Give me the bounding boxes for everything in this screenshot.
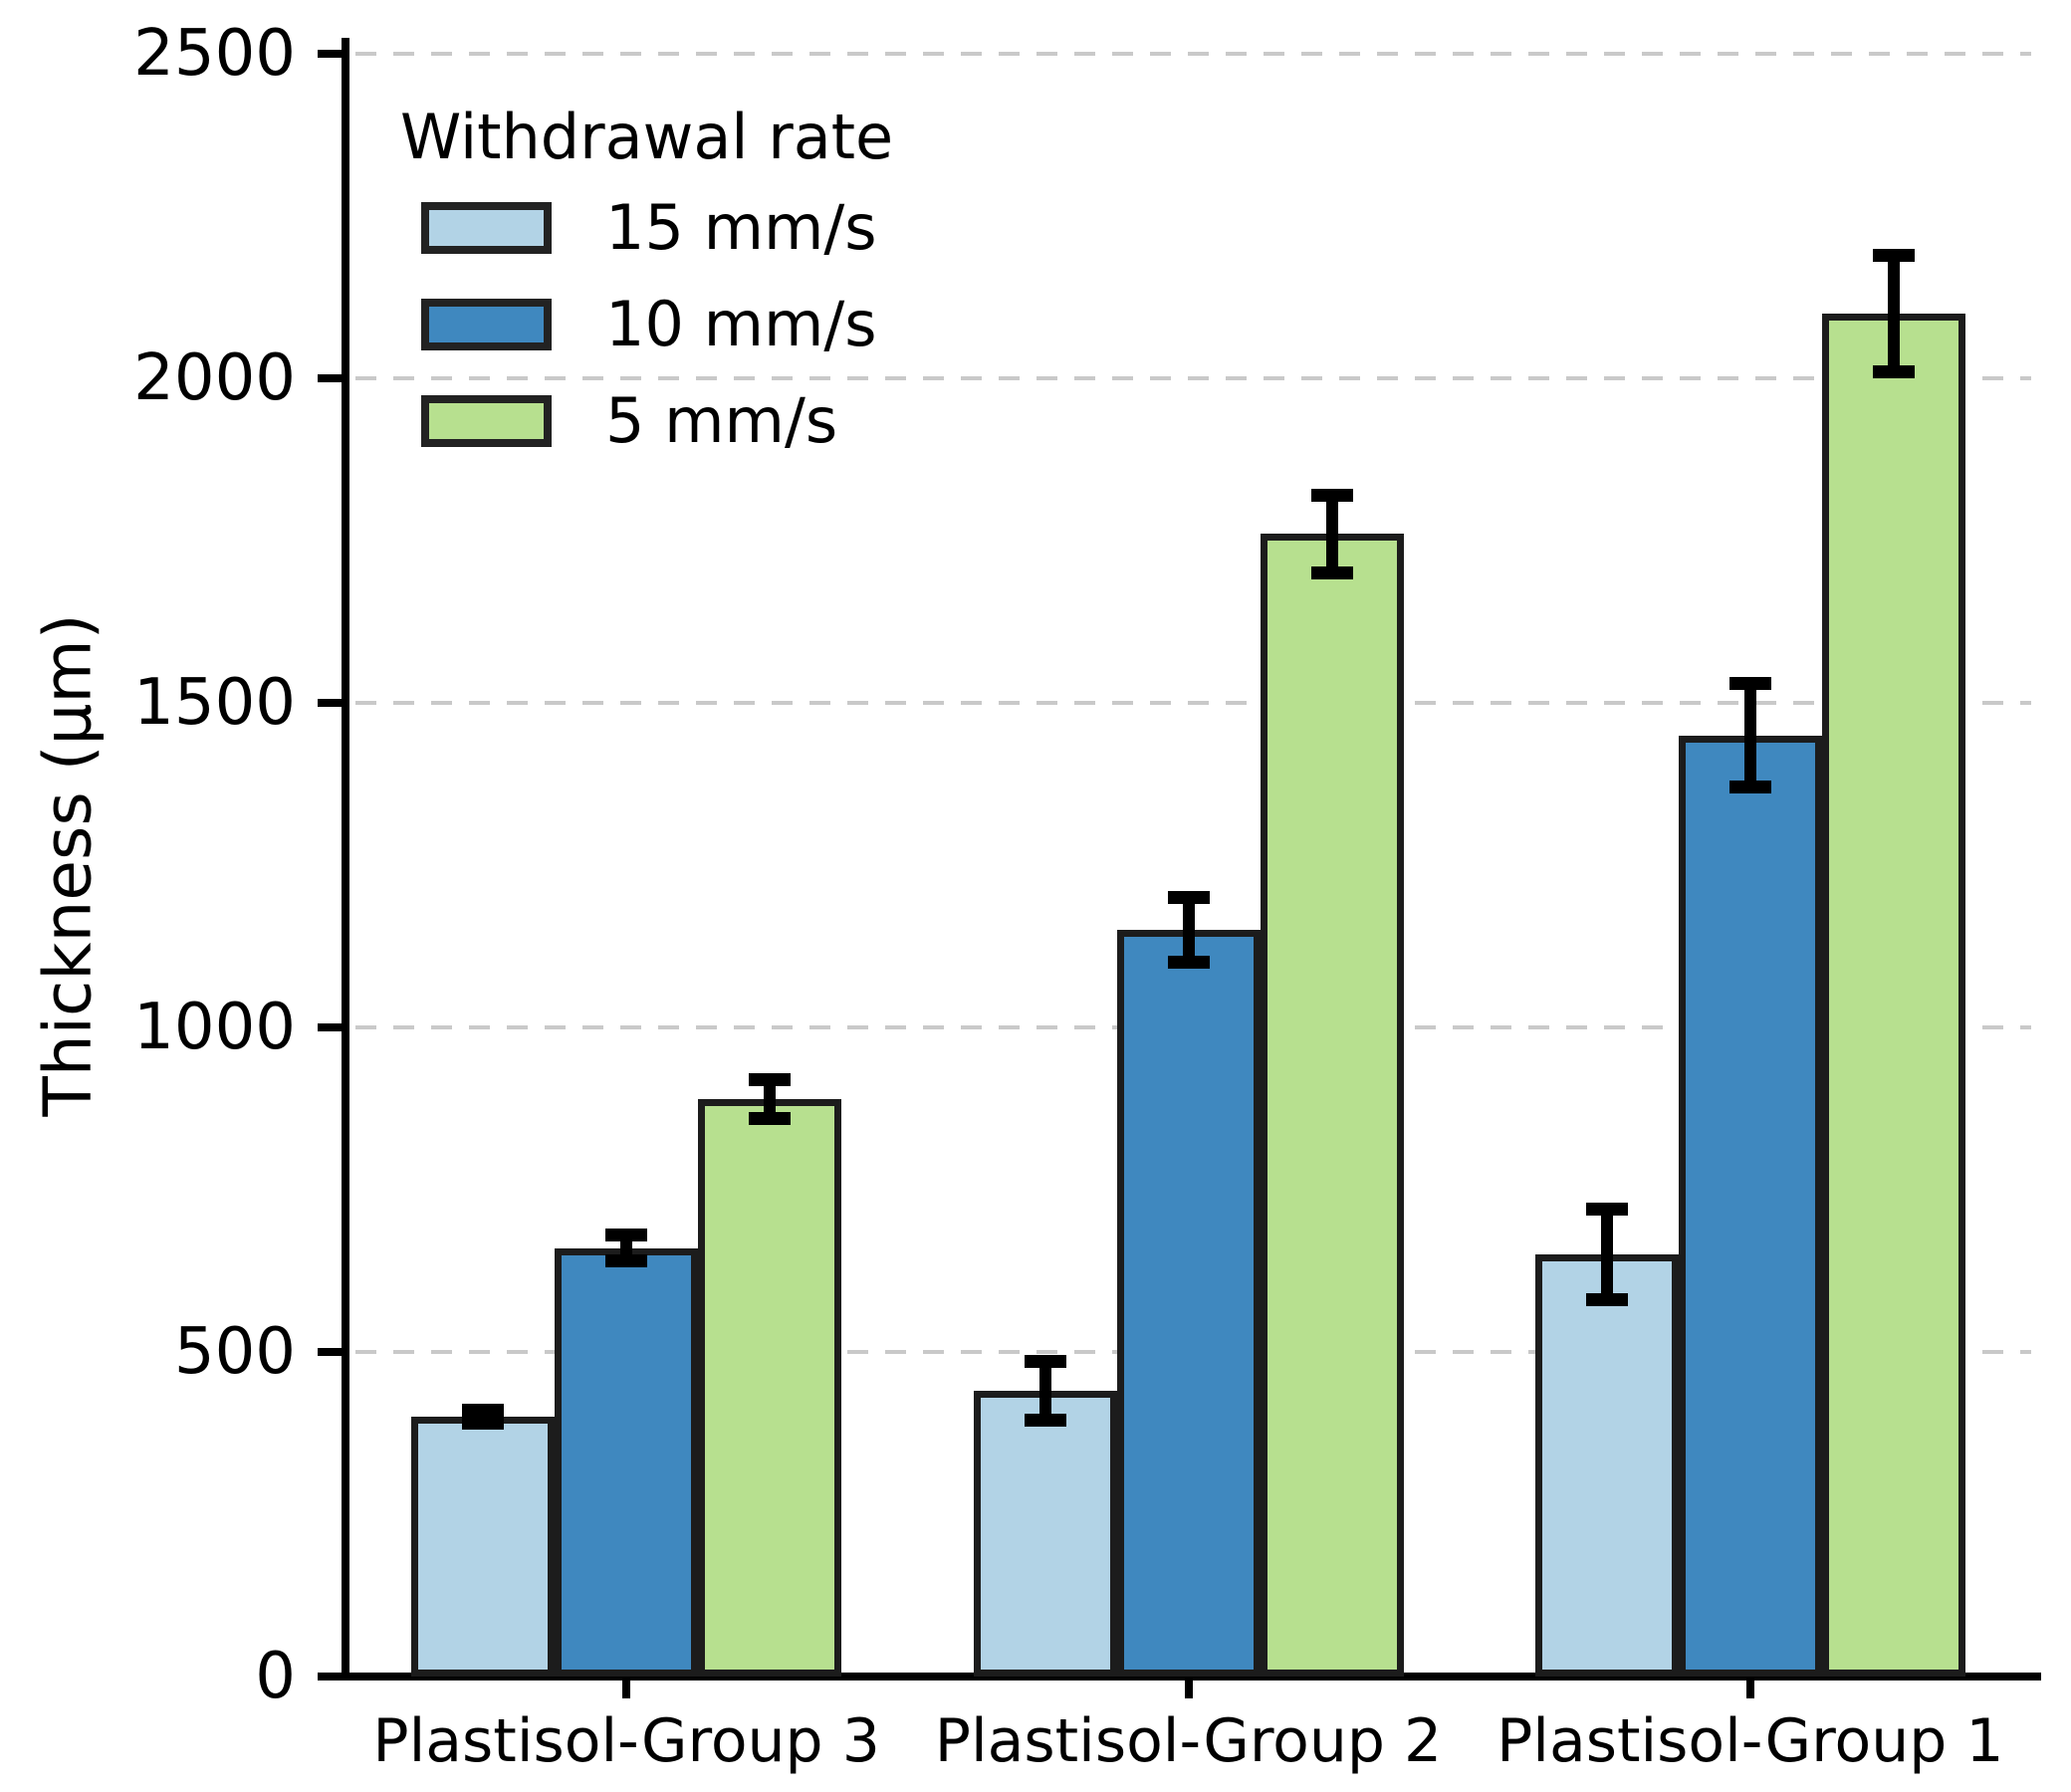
gridline-y-2000 xyxy=(355,376,2031,380)
error-bar-cap-bottom xyxy=(1167,956,1210,970)
error-bar-group2-15mms xyxy=(1024,1355,1066,1427)
y-tick-label-2500: 2500 xyxy=(133,17,296,91)
y-tick-label-1500: 1500 xyxy=(133,666,296,740)
plot-area: Withdrawal rate 15 mm/s 10 mm/s 5 mm/s 0… xyxy=(133,17,2041,1776)
x-tick-label-3: Plastisol-Group 1 xyxy=(1496,1706,2004,1776)
bar-group1-15mms xyxy=(1534,1254,1679,1677)
error-bar-line xyxy=(1182,891,1195,970)
error-bar-group2-5mms xyxy=(1310,488,1353,580)
legend-label-5mms: 5 mm/s xyxy=(605,384,838,457)
error-bar-line xyxy=(1038,1355,1051,1427)
x-tick-2 xyxy=(1184,1677,1193,1698)
y-tick-label-1000: 1000 xyxy=(133,991,296,1064)
y-tick-1500 xyxy=(318,699,342,707)
y-tick-2000 xyxy=(318,374,342,382)
y-tick-label-500: 500 xyxy=(173,1315,296,1389)
error-bar-line xyxy=(1887,248,1900,378)
y-tick-label-0: 0 xyxy=(255,1640,296,1713)
y-tick-0 xyxy=(318,1673,342,1680)
x-tick-3 xyxy=(1745,1677,1754,1698)
error-bar-cap-top xyxy=(1872,248,1915,262)
error-bar-cap-bottom xyxy=(1585,1293,1628,1307)
legend: Withdrawal rate 15 mm/s 10 mm/s 5 mm/s xyxy=(400,106,893,492)
error-bar-cap-top xyxy=(1024,1355,1066,1369)
gridline-y-1500 xyxy=(355,701,2031,705)
error-bar-cap-top xyxy=(1310,488,1353,502)
x-tick-1 xyxy=(622,1677,631,1698)
bar-group3-15mms xyxy=(411,1417,556,1677)
x-tick-label-1: Plastisol-Group 3 xyxy=(372,1706,880,1776)
error-bar-cap-bottom xyxy=(1310,566,1353,580)
error-bar-group3-10mms xyxy=(605,1229,648,1268)
gridline-y-2500 xyxy=(355,52,2031,56)
error-bar-cap-bottom xyxy=(1728,781,1771,794)
error-bar-cap-top xyxy=(1167,891,1210,905)
error-bar-cap-bottom xyxy=(605,1254,648,1268)
legend-item-5mms: 5 mm/s xyxy=(421,384,893,457)
y-axis-spine xyxy=(342,38,349,1680)
error-bar-group3-5mms xyxy=(749,1072,792,1125)
error-bar-line xyxy=(1325,488,1338,580)
bar-group3-10mms xyxy=(555,1247,699,1677)
error-bar-group1-10mms xyxy=(1728,676,1771,794)
error-bar-cap-bottom xyxy=(462,1417,505,1431)
legend-title: Withdrawal rate xyxy=(400,101,894,173)
bar-group2-10mms xyxy=(1116,930,1261,1677)
error-bar-group1-15mms xyxy=(1585,1203,1628,1307)
error-bar-line xyxy=(1743,676,1756,794)
error-bar-line xyxy=(1600,1203,1613,1307)
error-bar-group3-15mms xyxy=(462,1404,505,1431)
error-bar-group1-5mms xyxy=(1872,248,1915,378)
legend-swatch-5mms xyxy=(421,395,552,447)
error-bar-line xyxy=(764,1072,777,1125)
bar-group1-5mms xyxy=(1821,313,1965,1677)
error-bar-cap-bottom xyxy=(1872,364,1915,378)
x-tick-label-2: Plastisol-Group 2 xyxy=(934,1706,1443,1776)
error-bar-cap-top xyxy=(749,1072,792,1086)
legend-item-15mms: 15 mm/s xyxy=(421,191,893,264)
legend-swatch-15mms xyxy=(421,202,552,254)
y-tick-2500 xyxy=(318,50,342,58)
bar-group2-15mms xyxy=(973,1391,1117,1677)
bar-group3-5mms xyxy=(698,1098,842,1677)
error-bar-cap-top xyxy=(1728,676,1771,690)
error-bar-cap-bottom xyxy=(749,1111,792,1125)
legend-item-10mms: 10 mm/s xyxy=(421,288,893,360)
legend-label-10mms: 10 mm/s xyxy=(605,288,877,360)
bar-group2-5mms xyxy=(1260,534,1404,1677)
error-bar-cap-top xyxy=(462,1404,505,1418)
legend-label-15mms: 15 mm/s xyxy=(605,191,877,264)
y-tick-label-2000: 2000 xyxy=(133,341,296,415)
legend-swatch-10mms xyxy=(421,299,552,350)
error-bar-cap-top xyxy=(605,1229,648,1242)
y-tick-1000 xyxy=(318,1023,342,1031)
bar-group1-10mms xyxy=(1678,735,1822,1677)
y-tick-500 xyxy=(318,1348,342,1356)
error-bar-cap-bottom xyxy=(1024,1413,1066,1427)
error-bar-cap-top xyxy=(1585,1203,1628,1217)
error-bar-group2-10mms xyxy=(1167,891,1210,970)
